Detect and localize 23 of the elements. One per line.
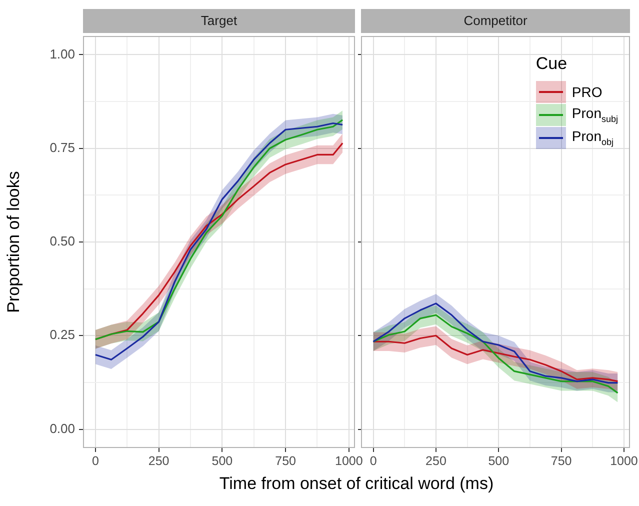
- y-tick-label: 0.00: [50, 420, 75, 436]
- y-axis-title: Proportion of looks: [4, 171, 23, 313]
- x-tick-label: 1000: [610, 454, 638, 468]
- x-tick-label: 250: [148, 454, 170, 468]
- y-tick-label: 0.75: [50, 140, 75, 155]
- legend-label: Pron$_{obj}$: [572, 128, 614, 147]
- y-tick-label: 1.00: [50, 46, 75, 62]
- legend-label: PRO: [572, 84, 602, 100]
- y-tick-label: 0.50: [50, 234, 75, 249]
- chart-title: Target: [83, 9, 355, 33]
- x-tick-label: 1000: [335, 454, 363, 468]
- x-tick-label: 500: [212, 454, 233, 468]
- legend-label: Pron$_{subj}$: [572, 105, 618, 124]
- y-tick-label: 0.25: [50, 327, 75, 342]
- x-tick-label: 0: [370, 454, 377, 468]
- chart-title: Competitor: [361, 9, 630, 33]
- legend-title: Cue: [536, 54, 568, 74]
- x-axis-title: Time from onset of critical word (ms): [218, 474, 495, 494]
- x-tick-label: 500: [488, 454, 510, 468]
- x-tick-label: 0: [92, 454, 99, 468]
- x-tick-label: 750: [550, 454, 572, 468]
- x-tick-label: 750: [275, 454, 296, 468]
- x-tick-label: 250: [426, 454, 446, 468]
